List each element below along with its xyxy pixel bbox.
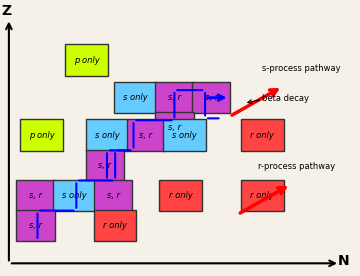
FancyBboxPatch shape bbox=[155, 82, 194, 113]
FancyBboxPatch shape bbox=[127, 120, 165, 151]
FancyBboxPatch shape bbox=[16, 180, 55, 211]
Text: s only: s only bbox=[95, 131, 120, 140]
FancyBboxPatch shape bbox=[241, 120, 284, 151]
FancyBboxPatch shape bbox=[163, 120, 206, 151]
Text: s, r: s, r bbox=[98, 161, 112, 170]
Text: s only: s only bbox=[62, 191, 87, 200]
FancyBboxPatch shape bbox=[192, 82, 230, 113]
Text: s, r: s, r bbox=[204, 93, 218, 102]
Text: s, r: s, r bbox=[29, 191, 42, 200]
Text: r only: r only bbox=[250, 131, 274, 140]
FancyBboxPatch shape bbox=[16, 210, 55, 242]
Text: s, r: s, r bbox=[29, 221, 42, 230]
FancyBboxPatch shape bbox=[241, 180, 284, 211]
FancyBboxPatch shape bbox=[21, 120, 63, 151]
Text: s, r: s, r bbox=[168, 93, 181, 102]
Text: p only: p only bbox=[29, 131, 54, 140]
FancyBboxPatch shape bbox=[114, 82, 157, 113]
FancyBboxPatch shape bbox=[86, 120, 128, 151]
Text: Z: Z bbox=[2, 4, 12, 18]
Text: s, r: s, r bbox=[107, 191, 120, 200]
Text: s, r: s, r bbox=[139, 131, 152, 140]
Text: r only: r only bbox=[103, 221, 127, 230]
Text: r only: r only bbox=[168, 191, 193, 200]
Text: beta decay: beta decay bbox=[262, 94, 309, 104]
Text: s only: s only bbox=[172, 131, 197, 140]
Text: r only: r only bbox=[250, 191, 274, 200]
Text: N: N bbox=[338, 254, 350, 268]
Text: r-process pathway: r-process pathway bbox=[258, 162, 336, 171]
Text: p only: p only bbox=[74, 55, 99, 65]
FancyBboxPatch shape bbox=[94, 180, 132, 211]
FancyBboxPatch shape bbox=[86, 150, 124, 181]
FancyBboxPatch shape bbox=[155, 112, 194, 144]
Text: s, r: s, r bbox=[168, 123, 181, 132]
FancyBboxPatch shape bbox=[53, 180, 95, 211]
FancyBboxPatch shape bbox=[65, 44, 108, 76]
Text: s only: s only bbox=[123, 93, 148, 102]
FancyBboxPatch shape bbox=[94, 210, 136, 242]
Text: s-process pathway: s-process pathway bbox=[262, 64, 341, 73]
FancyBboxPatch shape bbox=[159, 180, 202, 211]
